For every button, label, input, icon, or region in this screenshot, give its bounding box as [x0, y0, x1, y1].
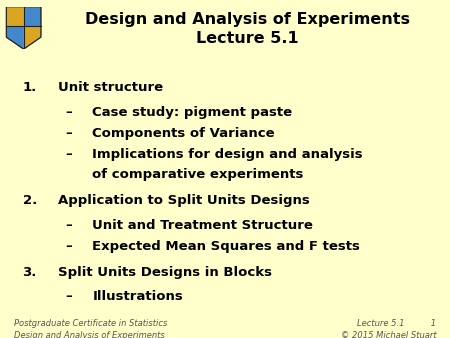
Polygon shape [23, 7, 41, 26]
Polygon shape [6, 7, 23, 26]
Text: –: – [65, 290, 72, 304]
Text: Design and Analysis of Experiments
Lecture 5.1: Design and Analysis of Experiments Lectu… [85, 12, 410, 46]
Text: Expected Mean Squares and F tests: Expected Mean Squares and F tests [92, 240, 360, 253]
Text: Unit and Treatment Structure: Unit and Treatment Structure [92, 219, 313, 232]
Text: 3.: 3. [22, 266, 37, 279]
Text: 2.: 2. [22, 194, 37, 207]
Text: Unit structure: Unit structure [58, 81, 164, 94]
Text: Postgraduate Certificate in Statistics
Design and Analysis of Experiments: Postgraduate Certificate in Statistics D… [14, 319, 167, 338]
Text: Case study: pigment paste: Case study: pigment paste [92, 106, 292, 119]
Text: Implications for design and analysis: Implications for design and analysis [92, 148, 363, 161]
Polygon shape [6, 7, 41, 49]
Text: Lecture 5.1          1
© 2015 Michael Stuart: Lecture 5.1 1 © 2015 Michael Stuart [341, 319, 436, 338]
Text: Application to Split Units Designs: Application to Split Units Designs [58, 194, 310, 207]
Text: of comparative experiments: of comparative experiments [92, 168, 304, 181]
Polygon shape [23, 26, 41, 37]
Text: Components of Variance: Components of Variance [92, 127, 275, 140]
Text: –: – [65, 106, 72, 119]
Text: –: – [65, 148, 72, 161]
Text: Illustrations: Illustrations [92, 290, 183, 304]
Polygon shape [6, 26, 23, 49]
Text: –: – [65, 240, 72, 253]
Polygon shape [23, 26, 41, 49]
Text: –: – [65, 127, 72, 140]
Text: Split Units Designs in Blocks: Split Units Designs in Blocks [58, 266, 273, 279]
Text: 1.: 1. [22, 81, 37, 94]
Polygon shape [6, 26, 23, 37]
Text: –: – [65, 219, 72, 232]
